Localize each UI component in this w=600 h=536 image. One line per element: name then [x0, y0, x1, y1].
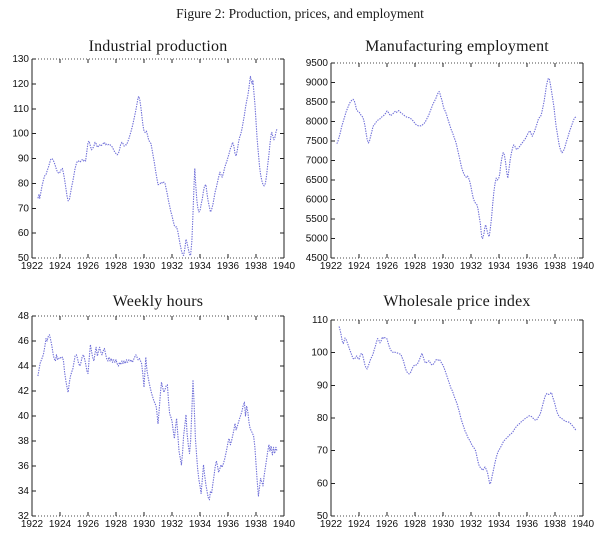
- x-tick-label: 1932: [161, 519, 184, 530]
- y-tick-label: 100: [311, 348, 328, 359]
- x-tick-label: 1936: [516, 519, 539, 530]
- y-tick-label: 110: [13, 104, 29, 115]
- y-tick-label: 32: [18, 511, 30, 522]
- x-tick-label: 1928: [404, 519, 427, 530]
- y-tick-label: 130: [12, 54, 29, 65]
- y-tick-label: 100: [12, 129, 29, 140]
- chart-canvas-weekly-hours: 1922 1924 1926 1928 1930 1932 1934 1936 1938 1940…: [18, 311, 296, 530]
- data-series-line: [338, 326, 577, 485]
- y-tick-label: 46: [18, 336, 30, 347]
- y-tick-label: 7500: [306, 136, 329, 147]
- x-tick-label: 1934: [488, 261, 511, 272]
- x-tick-label: 1926: [376, 519, 399, 530]
- y-tick-label: 9000: [306, 78, 329, 89]
- y-tick-label: 8000: [306, 117, 329, 128]
- y-tick-label: 70: [18, 203, 30, 214]
- y-tick-label: 90: [317, 380, 329, 391]
- x-tick-label: 1924: [49, 261, 72, 272]
- x-tick-label: 1922: [320, 519, 343, 530]
- y-tick-label: 9500: [306, 58, 329, 69]
- x-tick-label: 1930: [133, 261, 156, 272]
- x-tick-label: 1934: [189, 519, 212, 530]
- x-tick-label: 1936: [217, 261, 240, 272]
- x-tick-label: 1938: [245, 519, 268, 530]
- y-tick-label: 80: [317, 413, 329, 424]
- y-tick-label: 50: [317, 511, 329, 522]
- y-tick-label: 6500: [306, 175, 329, 186]
- x-tick-label: 1936: [516, 261, 539, 272]
- subplot-title-wholesale-price-index: Wholesale price index: [383, 293, 531, 310]
- y-tick-label: 60: [18, 228, 30, 239]
- y-tick-label: 5500: [306, 214, 329, 225]
- y-tick-label: 34: [18, 486, 30, 497]
- x-tick-label: 1932: [460, 519, 483, 530]
- x-tick-label: 1928: [404, 261, 427, 272]
- y-tick-label: 5000: [306, 234, 329, 245]
- x-tick-label: 1928: [105, 519, 128, 530]
- x-tick-label: 1926: [376, 261, 399, 272]
- x-tick-label: 1922: [320, 261, 343, 272]
- subplot-title-industrial-production: Industrial production: [88, 38, 228, 55]
- data-series-line: [37, 75, 278, 257]
- y-tick-label: 110: [312, 315, 328, 326]
- x-tick-label: 1940: [572, 519, 595, 530]
- x-tick-label: 1922: [21, 261, 44, 272]
- y-tick-label: 50: [18, 253, 30, 264]
- y-tick-label: 36: [18, 461, 30, 472]
- x-tick-label: 1932: [161, 261, 184, 272]
- x-tick-label: 1934: [189, 261, 212, 272]
- y-tick-label: 120: [12, 79, 29, 90]
- x-tick-label: 1940: [273, 261, 296, 272]
- chart-canvas-wholesale-price-index: 1922 1924 1926 1928 1930 1932 1934 1936 1938 1940…: [311, 315, 595, 530]
- x-tick-label: 1930: [133, 519, 156, 530]
- x-tick-label: 1926: [77, 519, 100, 530]
- y-tick-label: 6000: [306, 195, 329, 206]
- figure-title: Figure 2: Production, prices, and employ…: [176, 6, 424, 21]
- x-tick-label: 1924: [348, 261, 371, 272]
- x-tick-label: 1930: [432, 519, 455, 530]
- x-tick-label: 1938: [544, 261, 567, 272]
- data-series-line: [336, 77, 577, 240]
- x-tick-label: 1940: [273, 519, 296, 530]
- data-series-line: [37, 334, 278, 501]
- y-tick-label: 70: [317, 446, 329, 457]
- chart-canvas-industrial-production: 1922 1924 1926 1928 1930 1932 1934 1936 1938 1940…: [12, 54, 296, 272]
- x-tick-label: 1922: [21, 519, 44, 530]
- y-tick-label: 60: [317, 478, 329, 489]
- x-tick-label: 1924: [49, 519, 72, 530]
- y-tick-label: 80: [18, 178, 30, 189]
- x-tick-label: 1936: [217, 519, 240, 530]
- y-tick-label: 90: [18, 154, 30, 165]
- x-tick-label: 1938: [544, 519, 567, 530]
- chart-canvas-manufacturing-employment: 1922 1924 1926 1928 1930 1932 1934 1936 1938 1940…: [306, 58, 595, 272]
- y-tick-label: 8500: [306, 97, 329, 108]
- x-tick-label: 1940: [572, 261, 595, 272]
- subplot-title-weekly-hours: Weekly hours: [112, 293, 204, 310]
- x-tick-label: 1938: [245, 261, 268, 272]
- x-tick-label: 1930: [432, 261, 455, 272]
- y-tick-label: 40: [18, 411, 30, 422]
- x-tick-label: 1928: [105, 261, 128, 272]
- y-tick-label: 44: [18, 361, 30, 372]
- y-tick-label: 4500: [306, 253, 329, 264]
- subplot-title-manufacturing-employment: Manufacturing employment: [365, 38, 549, 55]
- x-tick-label: 1932: [460, 261, 483, 272]
- y-tick-label: 48: [18, 311, 30, 322]
- x-tick-label: 1926: [77, 261, 100, 272]
- x-tick-label: 1934: [488, 519, 511, 530]
- y-tick-label: 42: [18, 386, 30, 397]
- y-tick-label: 7000: [306, 156, 329, 167]
- x-tick-label: 1924: [348, 519, 371, 530]
- y-tick-label: 38: [18, 436, 30, 447]
